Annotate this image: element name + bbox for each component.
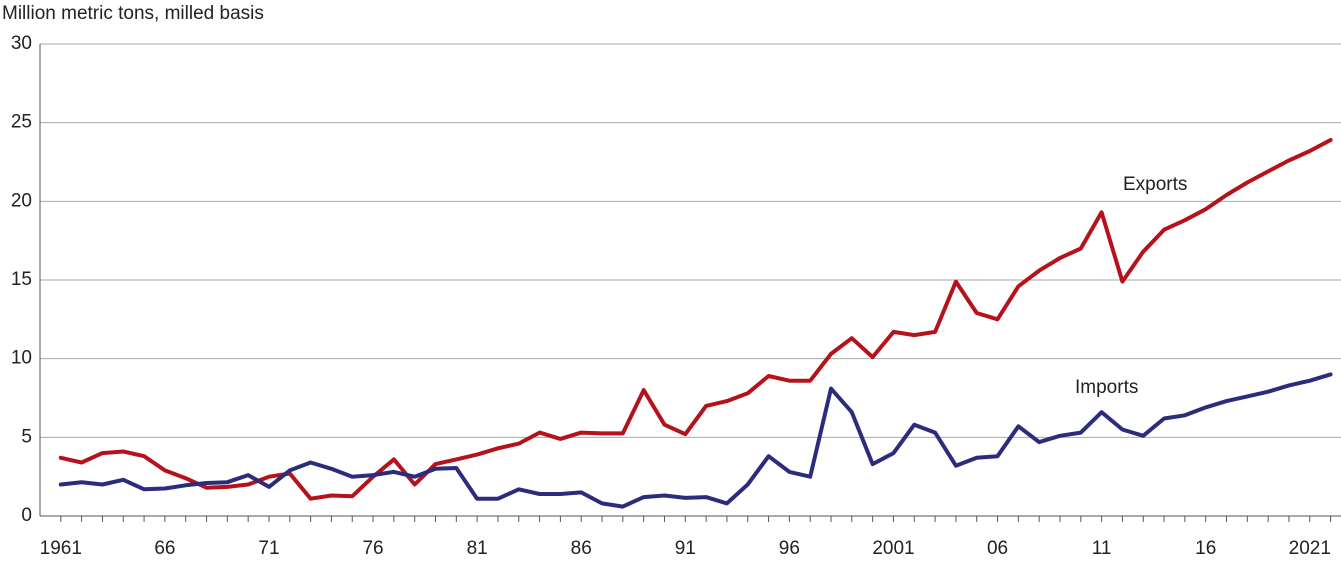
y-tick-label: 5 — [21, 426, 32, 447]
series-label: Imports — [1075, 377, 1138, 398]
x-tick-label: 86 — [571, 538, 592, 559]
x-tick-label: 71 — [258, 538, 279, 559]
x-tick-label: 11 — [1092, 538, 1112, 559]
y-tick-label: 0 — [21, 505, 32, 526]
x-tick-label: 66 — [154, 538, 175, 559]
x-tick-label: 81 — [467, 538, 488, 559]
x-tick-label: 91 — [675, 538, 696, 559]
series-line — [58, 138, 1333, 501]
y-tick-label: 10 — [11, 348, 32, 369]
x-tick-label: 2001 — [872, 538, 914, 559]
x-tick-label: 2021 — [1289, 538, 1331, 559]
y-axis-label: Million metric tons, milled basis — [2, 3, 264, 24]
y-tick-label: 25 — [11, 112, 32, 133]
y-tick-label: 20 — [11, 190, 32, 211]
series-label: Exports — [1123, 174, 1187, 195]
x-tick-label: 1961 — [40, 538, 82, 559]
y-tick-label: 30 — [11, 33, 32, 54]
y-tick-label: 15 — [11, 269, 32, 290]
x-tick-label: 06 — [987, 538, 1008, 559]
series-line — [58, 372, 1333, 509]
x-tick-label: 76 — [362, 538, 383, 559]
x-tick-label: 96 — [779, 538, 800, 559]
x-tick-label: 16 — [1195, 538, 1216, 559]
